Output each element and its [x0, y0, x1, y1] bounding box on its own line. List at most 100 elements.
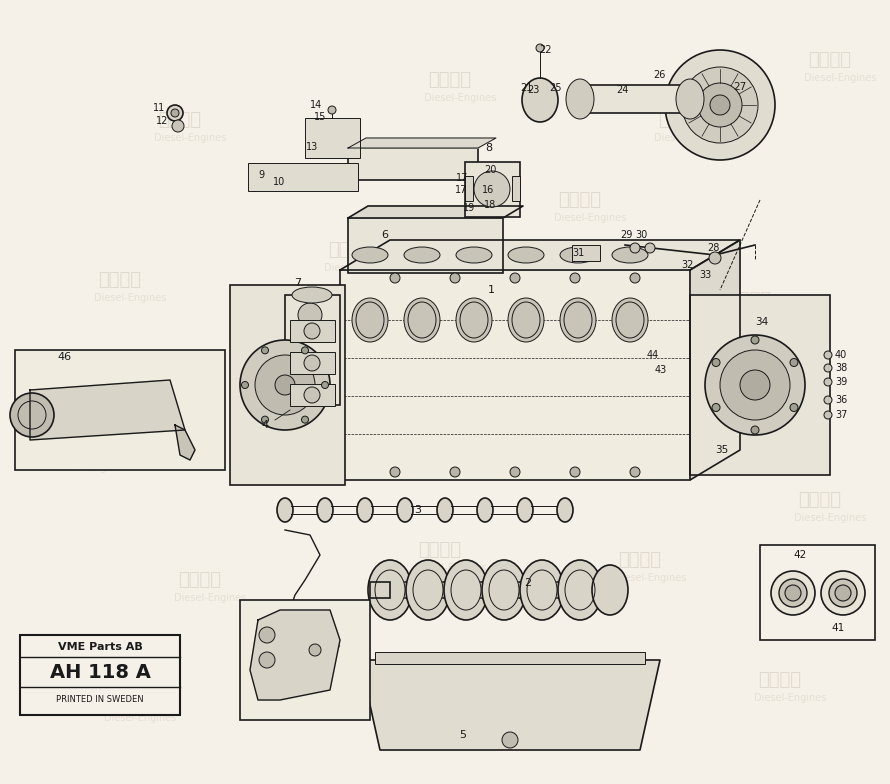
Circle shape [450, 467, 460, 477]
Ellipse shape [676, 79, 704, 119]
Text: Diesel-Engines: Diesel-Engines [804, 73, 876, 83]
Circle shape [751, 426, 759, 434]
Text: 紫发动力: 紫发动力 [508, 371, 552, 389]
Circle shape [390, 273, 400, 283]
Polygon shape [690, 240, 740, 480]
Ellipse shape [482, 560, 526, 620]
Text: 27: 27 [733, 82, 747, 92]
Circle shape [824, 396, 832, 404]
Circle shape [171, 109, 179, 117]
Circle shape [240, 340, 330, 430]
Ellipse shape [560, 247, 596, 263]
Circle shape [10, 393, 54, 437]
Ellipse shape [566, 79, 594, 119]
Polygon shape [30, 380, 185, 440]
Circle shape [779, 579, 807, 607]
Text: 紫发动力: 紫发动力 [559, 191, 602, 209]
Circle shape [824, 351, 832, 359]
Text: 17: 17 [455, 185, 467, 195]
Text: Diesel-Engines: Diesel-Engines [754, 693, 826, 703]
Polygon shape [250, 610, 340, 700]
Text: Diesel-Engines: Diesel-Engines [324, 263, 396, 273]
Ellipse shape [456, 247, 492, 263]
Circle shape [824, 411, 832, 419]
Circle shape [304, 355, 320, 371]
Circle shape [298, 303, 322, 327]
Text: 8: 8 [485, 143, 492, 153]
Ellipse shape [444, 560, 488, 620]
Text: 23: 23 [527, 85, 539, 95]
Bar [465, 176, 473, 201]
Circle shape [709, 252, 721, 264]
Bar [348, 148, 478, 180]
Text: 46: 46 [58, 352, 72, 362]
Ellipse shape [456, 298, 492, 342]
Circle shape [167, 105, 183, 121]
Text: 29: 29 [619, 230, 632, 240]
Text: 紫发动力: 紫发动力 [578, 691, 621, 709]
Bar [285, 295, 340, 405]
Text: 紫发动力: 紫发动力 [428, 71, 472, 89]
Text: 35: 35 [716, 445, 729, 455]
Text: 25: 25 [550, 83, 562, 93]
Ellipse shape [612, 247, 648, 263]
Ellipse shape [292, 287, 332, 303]
Circle shape [682, 67, 758, 143]
Ellipse shape [522, 78, 558, 122]
Text: 37: 37 [835, 410, 847, 420]
Text: 紫发动力: 紫发动力 [179, 571, 222, 589]
Ellipse shape [560, 298, 596, 342]
Ellipse shape [397, 498, 413, 522]
Circle shape [829, 579, 857, 607]
Text: Diesel-Engines: Diesel-Engines [354, 693, 426, 703]
Ellipse shape [352, 298, 388, 342]
Circle shape [824, 364, 832, 372]
Polygon shape [175, 425, 195, 460]
Circle shape [790, 404, 798, 412]
Text: 40: 40 [835, 350, 847, 360]
Circle shape [570, 273, 580, 283]
Circle shape [785, 585, 801, 601]
Bar [465, 162, 520, 217]
Text: 16: 16 [481, 185, 494, 195]
Text: 2: 2 [524, 578, 531, 588]
Bar [348, 218, 503, 273]
Text: Diesel-Engines: Diesel-Engines [724, 313, 797, 323]
Text: 24: 24 [616, 85, 628, 95]
Bar [572, 245, 600, 261]
Text: 33: 33 [699, 270, 711, 280]
Circle shape [321, 382, 328, 389]
Ellipse shape [508, 247, 544, 263]
Bar [580, 85, 690, 113]
Text: 15: 15 [314, 112, 327, 122]
Circle shape [328, 106, 336, 114]
Circle shape [705, 335, 805, 435]
Circle shape [835, 585, 851, 601]
Bar [340, 270, 690, 480]
Text: Diesel-Engines: Diesel-Engines [424, 93, 497, 103]
Text: 紫发动力: 紫发动力 [758, 671, 802, 689]
Ellipse shape [557, 498, 573, 522]
Circle shape [710, 95, 730, 115]
Circle shape [309, 644, 321, 656]
Text: 42: 42 [793, 550, 806, 560]
Circle shape [275, 375, 295, 395]
Text: Diesel-Engines: Diesel-Engines [694, 443, 766, 453]
Text: Diesel-Engines: Diesel-Engines [274, 433, 346, 443]
Bar [230, 285, 345, 485]
Polygon shape [340, 240, 740, 270]
Text: Diesel-Engines: Diesel-Engines [554, 213, 627, 223]
Circle shape [262, 416, 269, 423]
Ellipse shape [474, 171, 510, 207]
Text: 26: 26 [652, 70, 665, 80]
Text: 紫发动力: 紫发动力 [798, 491, 842, 509]
Text: 20: 20 [484, 165, 497, 175]
Text: 紫发动力: 紫发动力 [418, 541, 462, 559]
Text: 44: 44 [647, 350, 659, 360]
Ellipse shape [277, 498, 293, 522]
Text: Diesel-Engines: Diesel-Engines [93, 293, 166, 303]
Text: 39: 39 [835, 377, 847, 387]
Circle shape [450, 273, 460, 283]
Ellipse shape [406, 560, 450, 620]
Text: Diesel-Engines: Diesel-Engines [414, 563, 486, 573]
